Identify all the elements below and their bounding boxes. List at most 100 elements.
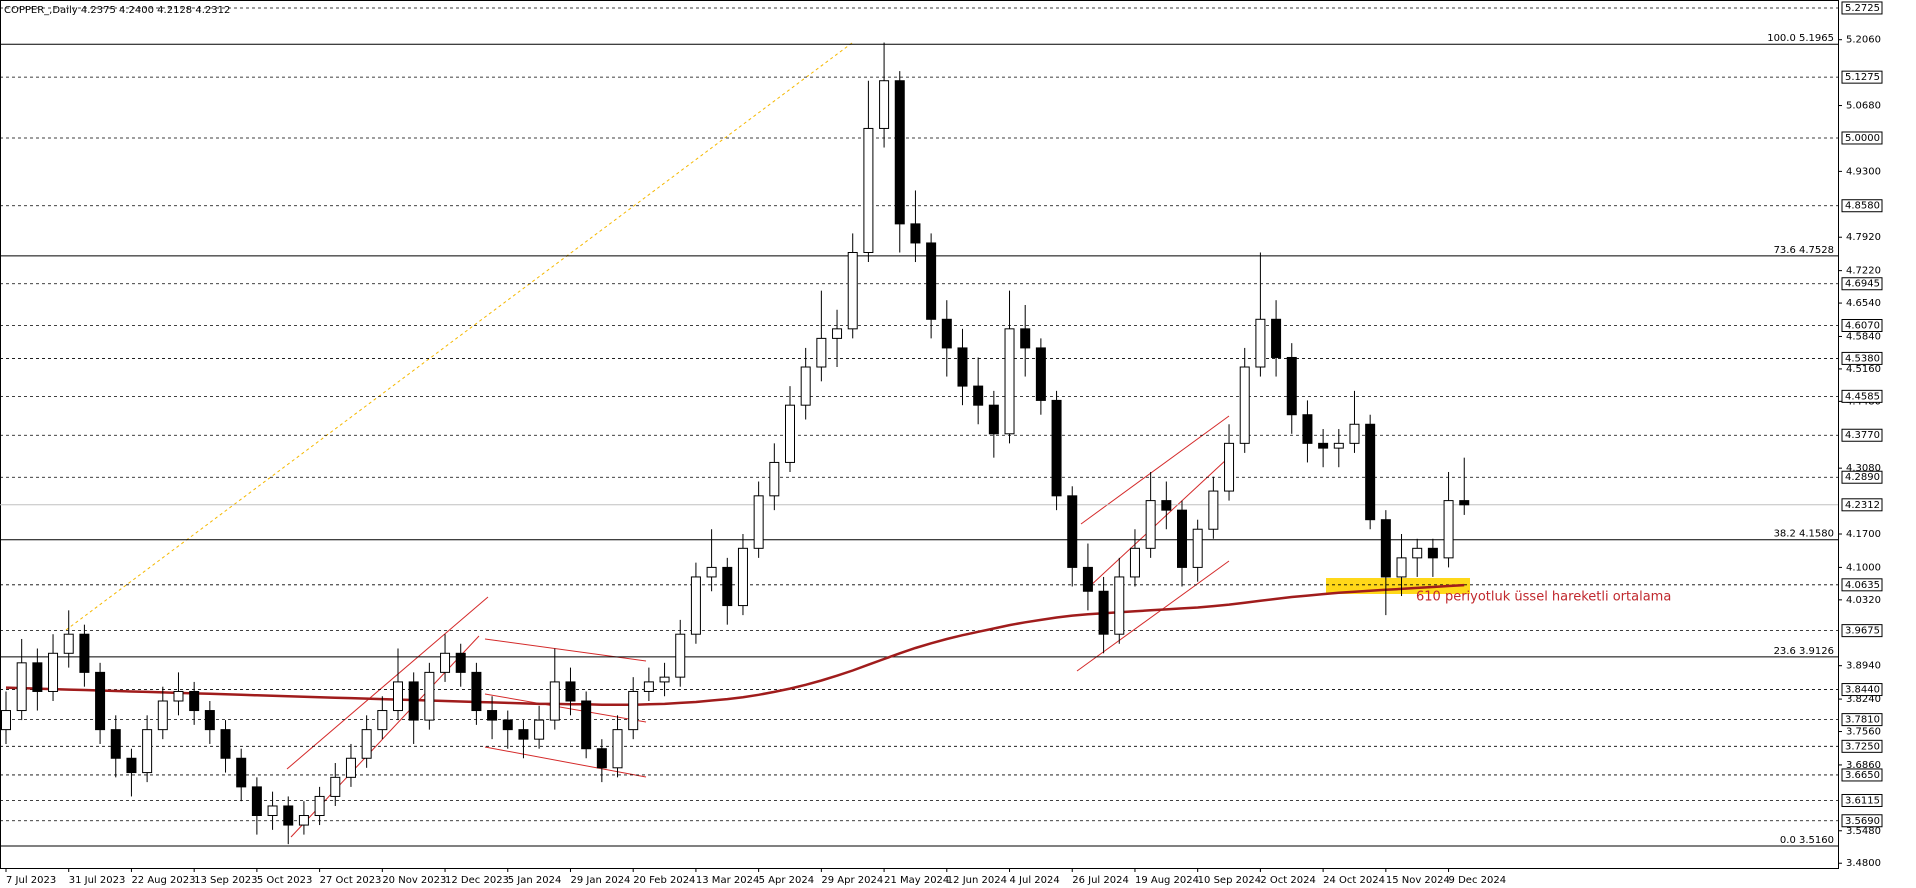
candle-body	[204, 710, 215, 731]
y-tick-label: 5.2060	[1846, 35, 1881, 46]
candle-body	[1177, 509, 1187, 568]
candle-body	[345, 757, 356, 778]
candle-body	[440, 652, 451, 673]
x-tick-label: 5 Oct 2023	[257, 875, 312, 886]
y-tick-label: 3.8940	[1846, 661, 1881, 672]
candle-body	[283, 805, 294, 826]
x-tick-label: 12 Jun 2024	[947, 875, 1007, 886]
candle-body	[1098, 590, 1109, 635]
candle-body	[581, 700, 592, 750]
candle-body	[1114, 576, 1125, 635]
candle-body	[267, 805, 278, 817]
candle-body	[314, 795, 325, 817]
candle-body	[753, 495, 764, 549]
level-label-box	[1841, 578, 1883, 592]
candle-body	[1067, 495, 1078, 568]
x-tick-label: 19 Aug 2024	[1135, 875, 1199, 886]
candle-body	[63, 633, 74, 654]
candle-body	[1035, 347, 1046, 401]
level-label: 4.5380	[1845, 353, 1880, 364]
x-tick-label: 20 Feb 2024	[633, 875, 695, 886]
x-tick-label: 31 Jul 2023	[69, 875, 126, 886]
candle-body	[1255, 318, 1266, 368]
candle-body	[110, 729, 121, 759]
x-tick-label: 13 Mar 2024	[696, 875, 759, 886]
x-tick-label: 5 Jan 2024	[508, 875, 562, 886]
candle-body	[1459, 500, 1470, 506]
level-label-box	[1841, 277, 1883, 291]
x-tick-label: 5 Apr 2024	[759, 875, 814, 886]
candle-body	[596, 748, 607, 769]
y-tick-label: 3.5480	[1846, 826, 1881, 837]
candle-body	[377, 710, 388, 731]
candle-body	[659, 676, 670, 683]
candle-body	[95, 671, 106, 731]
plot-frame	[0, 0, 1839, 869]
level-label: 3.6650	[1845, 770, 1880, 781]
candle-body	[1129, 547, 1140, 578]
level-label: 4.3770	[1845, 430, 1880, 441]
candle-body	[847, 251, 858, 330]
drawings	[0, 7, 1838, 847]
candle-body	[455, 652, 466, 673]
x-tick-label: 26 Jul 2024	[1072, 875, 1129, 886]
channel-line	[1088, 458, 1228, 588]
level-label: 4.8580	[1845, 201, 1880, 212]
fib-label: 73.6 4.7528	[1774, 245, 1834, 256]
candle-body	[189, 690, 200, 712]
level-label-box	[1841, 389, 1883, 403]
candle-body	[1396, 557, 1407, 578]
candle-body	[1443, 500, 1454, 559]
x-tick-label: 22 Aug 2023	[131, 875, 195, 886]
y-tick-label: 3.7560	[1846, 727, 1881, 738]
candle-body	[863, 127, 874, 253]
candle-body	[628, 690, 639, 731]
fib-trend-line	[65, 42, 853, 631]
candle-body	[973, 385, 984, 406]
candle-body	[487, 710, 498, 721]
y-tick-label: 4.9300	[1846, 166, 1881, 177]
current-price-box	[1841, 498, 1883, 512]
candle-body	[1349, 423, 1360, 444]
candle-body	[79, 633, 90, 673]
x-tick-label: 7 Jul 2023	[6, 875, 56, 886]
candle-body	[706, 566, 717, 578]
level-label-box	[1841, 768, 1883, 782]
candle-body	[1192, 528, 1203, 568]
candle-body	[926, 242, 937, 320]
candle-body	[1004, 328, 1015, 435]
candle-body	[1161, 500, 1172, 511]
level-label: 4.2890	[1845, 472, 1880, 483]
candle-body	[910, 223, 921, 244]
candle-body	[361, 729, 372, 759]
candle-body	[1082, 566, 1093, 592]
candle-body	[173, 690, 184, 702]
y-tick-label: 4.5840	[1846, 331, 1881, 342]
x-tick-label: 15 Nov 2024	[1386, 875, 1450, 886]
x-tick-label: 10 Sep 2024	[1198, 875, 1261, 886]
level-label: 4.0635	[1845, 580, 1880, 591]
level-label: 3.8440	[1845, 685, 1880, 696]
x-tick-label: 29 Apr 2024	[821, 875, 883, 886]
y-tick-label: 4.1000	[1846, 562, 1881, 573]
x-tick-label: 13 Sep 2023	[194, 875, 257, 886]
level-label: 3.6115	[1845, 795, 1880, 806]
candle-body	[643, 681, 654, 692]
level-label-box	[1841, 199, 1883, 213]
level-label-box	[1841, 1, 1883, 15]
fib-label: 0.0 3.5160	[1780, 835, 1834, 846]
channel-line	[286, 596, 489, 770]
candle-body	[941, 318, 952, 349]
fib-label: 38.2 4.1580	[1774, 529, 1834, 540]
y-tick-label: 4.0320	[1846, 595, 1881, 606]
candle-body	[737, 547, 748, 607]
y-tick-label: 3.4800	[1846, 858, 1881, 869]
candle-body	[126, 757, 137, 774]
candle-body	[157, 700, 168, 731]
candle-body	[1051, 399, 1062, 497]
candle-body	[1412, 547, 1423, 559]
y-tick-label: 4.3080	[1846, 463, 1881, 474]
candle-body	[1427, 547, 1438, 559]
level-label-box	[1841, 793, 1883, 807]
candle-body	[1365, 423, 1376, 521]
